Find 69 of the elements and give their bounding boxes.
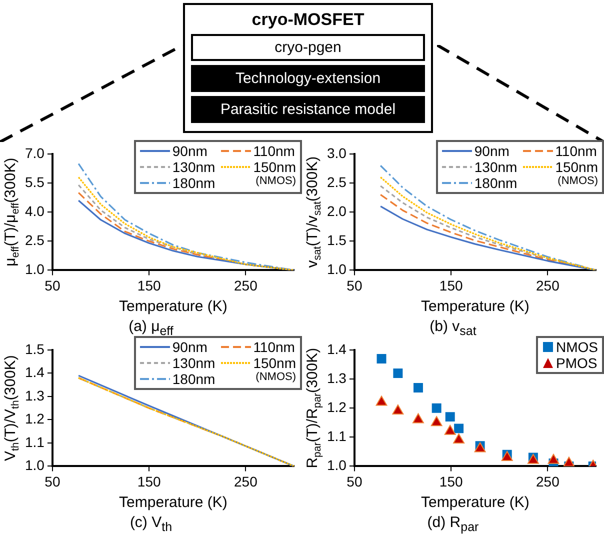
legend-label: 180nm: [474, 175, 518, 191]
x-tick-label: 150: [439, 473, 463, 490]
y-tick-label: 1.5: [326, 232, 347, 248]
text: (d) R$_{par}$: [426, 514, 480, 534]
legend-label: 150nm: [253, 355, 296, 371]
y-tick-label: 1.0: [326, 457, 347, 474]
y-tick-label: 1.0: [326, 261, 347, 278]
y-tick-label: 5.5: [24, 174, 45, 190]
y-tick-label: 7.0: [24, 144, 45, 161]
legend-label: PMOS: [556, 355, 598, 371]
text: Technology-extension: [191, 65, 425, 92]
y-axis-title: vsat(T)/vsat(300K): [304, 156, 324, 268]
y-tick-label: 2.5: [326, 174, 347, 190]
x-tick-label: 150: [137, 473, 161, 490]
y-tick-label: 1.0: [24, 261, 45, 278]
text: cryo-pgen: [191, 34, 425, 61]
x-tick-label: 50: [346, 277, 362, 294]
legend-label: 180nm: [172, 175, 216, 191]
legend-label: 110nm: [253, 143, 295, 159]
y-tick-label: 2.0: [326, 202, 347, 219]
y-tick-label: 1.1: [326, 428, 347, 444]
y-tick-label: 4.0: [24, 202, 45, 219]
y-axis-title: μeff(T)/μeff(300K): [2, 158, 22, 266]
text: (a) μ$_{eff}$: [128, 318, 174, 338]
text: (c) V$_{th}$: [128, 514, 174, 534]
y-tick-label: 2.5: [24, 232, 45, 248]
x-axis-title: Temperature (K): [119, 494, 228, 512]
y-tick-label: 1.3: [326, 370, 347, 386]
x-axis-title: Temperature (K): [421, 494, 530, 512]
legend-title: (NMOS): [556, 175, 598, 189]
y-tick-label: 1.3: [24, 387, 45, 404]
y-axis-title: Vth(T)/Vth(300K): [2, 355, 22, 462]
legend-label: 180nm: [172, 371, 216, 387]
legend-label: 90nm: [172, 339, 208, 355]
x-axis-title: Temperature (K): [119, 298, 228, 316]
legend-label: 90nm: [474, 143, 510, 159]
legend-label: 130nm: [172, 159, 216, 175]
legend-label: 90nm: [172, 143, 208, 159]
legend-label: 150nm: [253, 159, 296, 175]
text: Parasitic resistance model: [191, 96, 425, 123]
x-tick-label: 50: [346, 473, 362, 490]
x-tick-label: 150: [439, 277, 463, 294]
legend-label: 130nm: [474, 159, 518, 175]
y-tick-label: 3.0: [326, 144, 347, 161]
text: (b) v$_{sat}$: [428, 318, 478, 338]
y-tick-label: 1.2: [24, 410, 45, 427]
x-tick-label: 150: [137, 277, 161, 294]
x-tick-label: 250: [536, 277, 560, 294]
y-tick-label: 1.0: [24, 457, 45, 474]
y-tick-label: 1.2: [326, 398, 347, 415]
x-tick-label: 250: [234, 473, 258, 490]
y-tick-label: 1.1: [24, 434, 45, 450]
legend-label: 110nm: [555, 143, 597, 159]
x-tick-label: 50: [44, 277, 60, 294]
legend-label: 150nm: [555, 159, 598, 175]
legend-label: 130nm: [172, 355, 216, 371]
y-axis-title: Rpar(T)/Rpar(300K): [304, 348, 324, 468]
y-tick-label: 1.5: [24, 340, 45, 357]
y-tick-label: 1.4: [326, 340, 347, 357]
x-tick-label: 50: [44, 473, 60, 490]
legend-label: NMOS: [556, 339, 598, 355]
x-tick-label: 250: [234, 277, 258, 294]
legend-label: 110nm: [253, 339, 295, 355]
legend-title: (NMOS): [254, 175, 296, 189]
y-tick-label: 1.4: [24, 364, 45, 380]
legend-title: (NMOS): [254, 371, 296, 385]
x-tick-label: 250: [536, 473, 560, 490]
x-axis-title: Temperature (K): [421, 298, 530, 316]
text: cryo-MOSFET: [250, 10, 366, 30]
